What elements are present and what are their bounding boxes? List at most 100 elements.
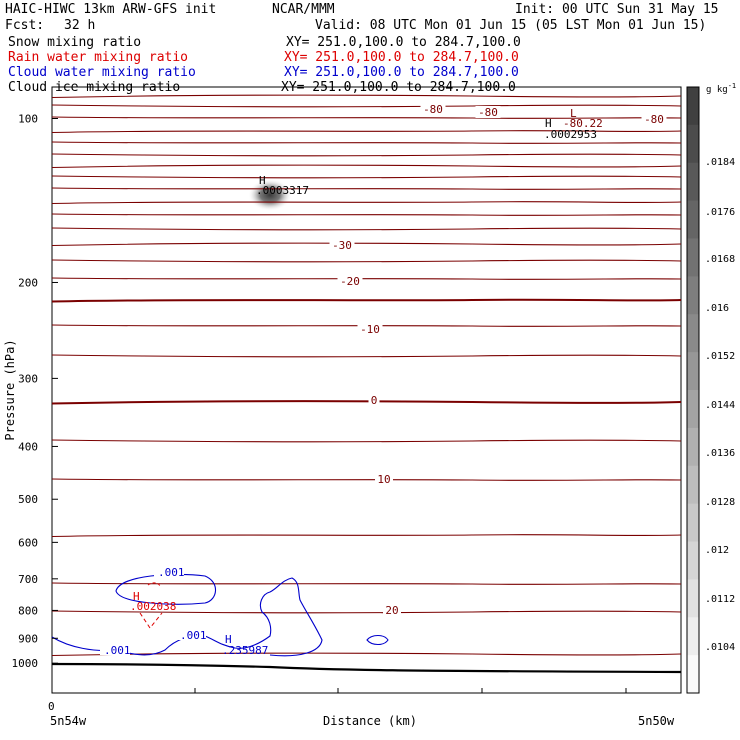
isotherm-line [51, 400, 682, 405]
extrema-markers: L -80.22 H H .0003317 .0002953 H .002038… [130, 107, 603, 657]
cloud-water-label-1: .001 [158, 566, 185, 579]
isotherm-line [51, 277, 682, 280]
isotherm-line [51, 354, 682, 358]
y-axis-title: Pressure (hPa) [3, 339, 17, 440]
snow-high-value-2: .0002953 [544, 128, 597, 141]
colorbar-tick-label: .012 [705, 545, 729, 556]
isotherm-label-bg [375, 473, 393, 485]
colorbar-swatch [687, 465, 699, 505]
colorbar-unit: g kg-1 [706, 82, 736, 95]
isotherm-line [51, 213, 682, 216]
temperature-contour-labels: -80 -80 -80 -30 -20 -10 0 10 20 [329, 103, 667, 617]
plot-frame [51, 86, 682, 694]
init-time: Init: 00 UTC Sun 31 May 15 [515, 2, 719, 17]
isotherm-line [51, 227, 682, 231]
colorbar-swatch [687, 390, 699, 429]
colorbar-swatch [687, 427, 699, 467]
snow-maximum-shading [248, 179, 292, 211]
cloud-water-contour-upper [115, 573, 217, 605]
isotherm-line [51, 534, 682, 538]
isotherm-line [51, 259, 682, 263]
colorbar-swatch [687, 124, 699, 164]
y-tick-label: 300 [18, 372, 38, 385]
cloud-water-contours [51, 573, 389, 657]
x-end-label: 5n50w [638, 714, 675, 728]
y-tick-label: 600 [18, 536, 38, 549]
valid-time: Valid: 08 UTC Mon 01 Jun 15 (05 LST Mon … [315, 18, 707, 33]
y-tick-label: 200 [18, 276, 38, 289]
isotherm-label: -80 [478, 106, 498, 119]
isotherm-label: -80 [644, 113, 664, 126]
isotherm-line [51, 478, 682, 481]
isotherm-line [51, 153, 682, 157]
isotherm-line [51, 130, 682, 134]
colorbar-tick-label: .0176 [705, 207, 735, 218]
colorbar-tick-label: .0128 [705, 497, 735, 508]
colorbar-swatch [687, 200, 699, 239]
isotherm-label: -80 [423, 103, 443, 116]
colorbar-unit-exponent: -1 [728, 82, 736, 90]
snow-high-marker-2: H [259, 174, 266, 187]
colorbar-swatch [687, 276, 699, 315]
isotherm-line [51, 652, 682, 657]
isotherm-line [51, 582, 682, 585]
field-xy-snow: XY= 251.0,100.0 to 284.7,100.0 [286, 35, 521, 50]
isotherm-line [51, 324, 682, 327]
temperature-contours [51, 94, 682, 657]
temp-low-value: -80.22 [563, 117, 603, 130]
isotherm-line [51, 175, 682, 179]
terrain-line [51, 662, 682, 674]
colorbar-tick-label: .0112 [705, 594, 735, 605]
isotherm-label-bg [641, 113, 667, 125]
y-tick-label: 500 [18, 493, 38, 506]
field-xy-rain: XY= 251.0,100.0 to 284.7,100.0 [284, 50, 519, 65]
fcst-value: 32 h [64, 18, 96, 33]
isotherm-label-bg [383, 604, 401, 616]
colorbar-swatch [687, 617, 699, 656]
colorbar-tick-label: .0136 [705, 448, 735, 459]
field-xy-cloud-water: XY= 251.0,100.0 to 284.7,100.0 [284, 65, 519, 80]
cloud-water-label-3: .001 [104, 644, 131, 657]
colorbar-swatch [687, 314, 699, 353]
colorbar-frame [686, 86, 700, 694]
isotherm-line [51, 201, 682, 205]
colorbar-swatch [687, 352, 699, 391]
rain-water-contour-2 [147, 582, 161, 587]
isotherm-label-bg [420, 103, 446, 115]
colorbar-swatch [687, 579, 699, 618]
rain-water-contour [139, 612, 163, 629]
isotherm-label: 10 [377, 473, 390, 486]
cloud-water-contour-lower [51, 577, 323, 657]
isotherm-line [51, 187, 682, 190]
colorbar-tick-label: .0104 [705, 642, 735, 653]
rain-high-marker: H [133, 590, 140, 603]
field-name-cloud-water: Cloud water mixing ratio [8, 65, 196, 80]
isotherm-line [51, 141, 682, 144]
x-axis-tick-label: 0 [48, 700, 55, 713]
x-axis [51, 686, 627, 693]
isotherm-line [51, 610, 682, 614]
cloud-water-contour-small [366, 634, 389, 646]
cloud-water-label-2: .001 [180, 629, 207, 642]
x-start-label: 5n54w [50, 714, 87, 728]
field-name-snow: Snow mixing ratio [8, 35, 142, 50]
x-axis-title: Distance (km) [323, 714, 417, 728]
colorbar-tick-label: .0184 [705, 157, 735, 168]
colorbar-tick-label: .0168 [705, 254, 735, 265]
colorbar-tick-label: .016 [705, 303, 729, 314]
isotherm-label-bg [475, 106, 501, 118]
isotherm-label-bg [329, 239, 355, 251]
isotherm-line [51, 242, 682, 247]
colorbar-swatch [687, 162, 699, 202]
isotherm-label: 0 [371, 394, 378, 407]
isotherm-line [51, 164, 682, 169]
y-tick-label: 100 [18, 113, 38, 126]
fcst-label: Fcst: [5, 18, 45, 33]
y-tick-label: 700 [18, 573, 38, 586]
cloud-water-labels: .001 .001 .001 [100, 565, 207, 657]
colorbar-tick-label: .0152 [705, 351, 735, 362]
isotherm-line [51, 94, 682, 99]
y-tick-label: 900 [18, 632, 38, 645]
temp-high-marker: H [545, 117, 552, 130]
